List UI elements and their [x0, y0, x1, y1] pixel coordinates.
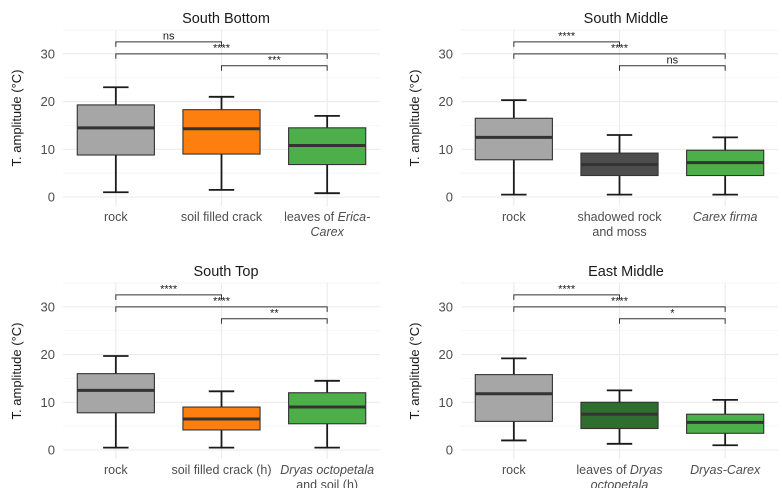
x-tick-label: and soil (h): [296, 478, 358, 488]
chart-title: South Top: [193, 264, 258, 280]
y-tick-label: 20: [439, 347, 453, 362]
bracket-line: [513, 53, 726, 59]
x-tick-label: rock: [104, 210, 128, 224]
box-2: [580, 134, 659, 196]
chart-title: East Middle: [588, 264, 664, 280]
significance-bracket: ****: [513, 295, 726, 312]
y-tick-label: 30: [439, 46, 453, 61]
y-tick-label: 10: [41, 142, 55, 157]
significance-label: ****: [611, 295, 629, 307]
box-body: [76, 373, 155, 414]
chart-panel-1: 0 10 20 30 T. amplitude (°C) South Bottom rock…: [9, 11, 380, 239]
x-tick-label: octopetala: [591, 478, 649, 488]
x-tick-label: rock: [502, 210, 526, 224]
box-2: [182, 390, 261, 449]
bracket-line: [619, 65, 726, 71]
y-tick-label: 20: [41, 94, 55, 109]
x-tick-label: soil filled crack (h): [171, 463, 271, 477]
significance-bracket: ***: [221, 54, 328, 71]
significance-bracket: ns: [619, 54, 726, 71]
y-tick-label: 30: [41, 299, 55, 314]
y-tick-label: 0: [48, 190, 55, 205]
y-tick-label: 0: [48, 443, 55, 458]
significance-label: **: [270, 307, 279, 319]
box-1: [474, 99, 553, 196]
box-3: [686, 136, 765, 196]
bracket-line: [513, 41, 620, 47]
significance-bracket: ****: [513, 30, 620, 47]
y-axis-label: T. amplitude (°C): [9, 323, 24, 420]
y-tick-label: 10: [439, 395, 453, 410]
y-tick-label: 0: [446, 190, 453, 205]
chart-panel-2: 0 10 20 30 T. amplitude (°C) South Middle rock…: [407, 11, 778, 239]
y-tick-label: 10: [41, 395, 55, 410]
significance-bracket: ****: [513, 283, 620, 300]
chart-title: South Middle: [584, 11, 669, 27]
y-tick-label: 30: [41, 46, 55, 61]
x-tick-label: Dryas octopetala: [280, 463, 374, 477]
bracket-line: [513, 306, 726, 312]
y-axis-label: T. amplitude (°C): [407, 70, 422, 167]
x-tick-label: shadowed rock: [577, 210, 662, 224]
bracket-line: [115, 53, 328, 59]
significance-bracket: ****: [115, 42, 328, 59]
x-tick-label: Dryas-Carex: [690, 463, 761, 477]
box-2: [182, 95, 261, 191]
box-1: [76, 355, 155, 449]
significance-label: ns: [667, 54, 679, 66]
significance-label: ****: [558, 283, 576, 295]
bracket-line: [115, 294, 222, 300]
box-1: [474, 357, 553, 442]
box-3: [288, 114, 367, 195]
box-1: [76, 86, 155, 194]
significance-label: ****: [160, 283, 178, 295]
significance-bracket: **: [221, 307, 328, 324]
bracket-line: [513, 294, 620, 300]
bracket-line: [221, 65, 328, 71]
y-tick-label: 20: [439, 94, 453, 109]
bracket-line: [115, 306, 328, 312]
significance-bracket: ****: [513, 42, 726, 59]
chart-panel-3: 0 10 20 30 T. amplitude (°C) South Top rock soi…: [9, 264, 380, 488]
box-body: [474, 117, 553, 161]
significance-label: ****: [213, 295, 231, 307]
significance-label: ****: [611, 42, 629, 54]
significance-label: ns: [163, 30, 175, 42]
y-tick-label: 10: [439, 142, 453, 157]
x-tick-label: Carex firma: [693, 210, 758, 224]
chart-title: South Bottom: [182, 11, 270, 27]
chart-panel-4: 0 10 20 30 T. amplitude (°C) East Middle rock l…: [407, 264, 778, 488]
x-tick-label: leaves of Dryas: [576, 463, 662, 477]
x-tick-label: leaves of Erica-: [284, 210, 370, 224]
box-body: [76, 104, 155, 156]
y-axis-label: T. amplitude (°C): [9, 70, 24, 167]
box-body: [182, 109, 261, 155]
bracket-line: [221, 318, 328, 324]
y-tick-label: 0: [446, 443, 453, 458]
y-tick-label: 30: [439, 299, 453, 314]
significance-bracket: ns: [115, 30, 222, 47]
box-3: [288, 379, 367, 449]
box-body: [474, 374, 553, 422]
significance-label: *: [670, 307, 675, 319]
significance-label: ****: [213, 42, 231, 54]
x-tick-label: soil filled crack: [181, 210, 263, 224]
x-tick-label: and moss: [592, 225, 646, 239]
x-tick-label: Carex: [310, 225, 344, 239]
bracket-line: [115, 41, 222, 47]
significance-bracket: *: [619, 307, 726, 324]
box-3: [686, 398, 765, 447]
y-tick-label: 20: [41, 347, 55, 362]
bracket-line: [619, 318, 726, 324]
significance-bracket: ****: [115, 283, 222, 300]
significance-label: ****: [558, 30, 576, 42]
box-2: [580, 389, 659, 445]
significance-label: ***: [268, 54, 282, 66]
x-tick-label: rock: [502, 463, 526, 477]
x-tick-label: rock: [104, 463, 128, 477]
significance-bracket: ****: [115, 295, 328, 312]
y-axis-label: T. amplitude (°C): [407, 323, 422, 420]
